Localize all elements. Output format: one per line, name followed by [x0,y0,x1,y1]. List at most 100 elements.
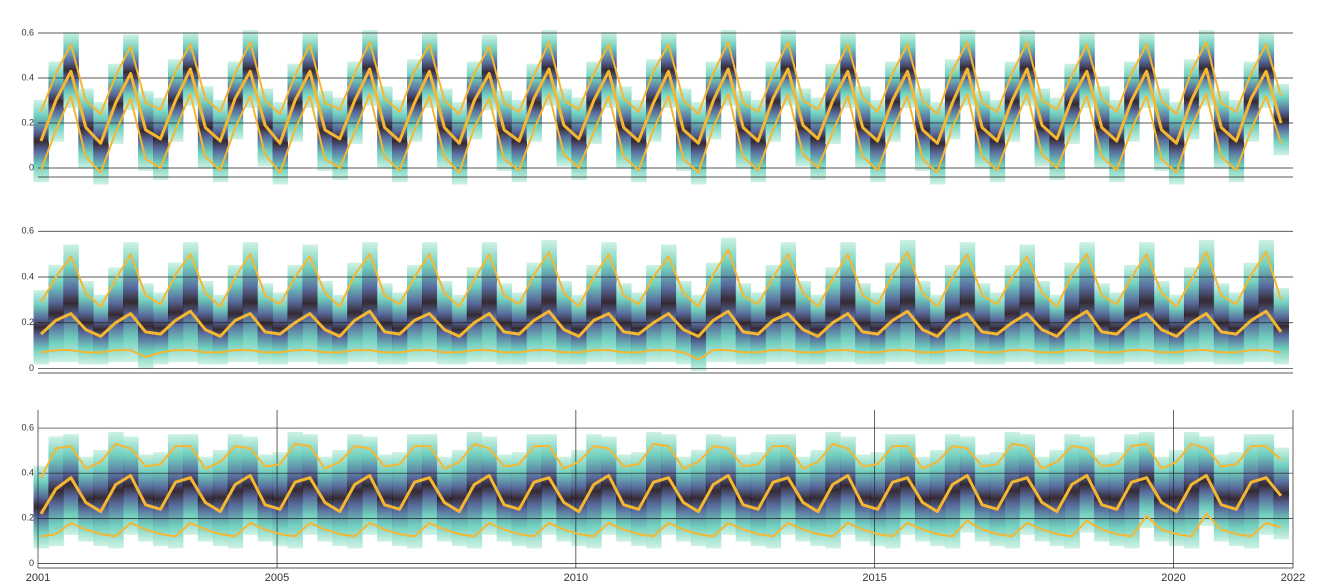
density-band [1049,294,1065,365]
density-band [1228,452,1245,547]
series-line [39,474,1283,515]
density-band [407,434,423,549]
density-band [1124,265,1140,363]
density-band [227,434,244,549]
density-band [586,434,602,549]
density-band [1198,239,1215,363]
series-line [40,92,1282,174]
density-band [855,283,871,365]
density-band [541,239,557,363]
density-band [212,294,229,365]
density-band [661,244,677,363]
density-band [347,262,363,363]
density-band [1154,456,1170,542]
density-band [1109,452,1125,547]
density-band [1004,431,1021,549]
density-band [855,454,871,542]
density-band [466,267,483,363]
series-line [40,512,1282,538]
density-band [377,283,393,365]
density-band [959,436,976,533]
density-band [631,452,647,547]
density-band [1213,283,1230,365]
y-tick-label: 0.2 [21,513,34,523]
density-band [392,452,408,547]
density-band [287,265,303,363]
y-tick-label: 0 [29,558,34,568]
y-tick-label: 0.6 [21,27,34,37]
density-band [1258,434,1275,535]
density-band [690,294,707,372]
density-band [63,244,79,363]
density-band [646,265,662,363]
density-band [690,449,707,547]
x-tick-label: 2020 [1161,572,1185,584]
y-tick-label: 0.2 [21,317,34,327]
density-band [944,265,961,363]
density-band [362,436,378,535]
density-band [1258,239,1275,363]
density-band [526,434,542,549]
x-tick-label: 2010 [564,572,588,584]
density-band [1139,242,1155,363]
density-band [556,456,572,542]
density-band [1094,454,1110,542]
series-line [40,248,1282,308]
density-band [108,267,124,363]
density-band [466,431,483,549]
density-band [1243,262,1260,363]
density-band [481,242,498,363]
density-band [272,452,289,547]
density-band [332,449,348,547]
density-band [496,454,513,542]
density-band [1064,434,1080,549]
density-band [33,290,49,365]
y-tick-label: 0.4 [21,468,34,478]
density-band [347,434,363,549]
density-band [1094,283,1110,365]
density-band [915,456,931,542]
density-band [167,434,184,549]
density-band [586,265,602,363]
density-band [885,434,901,549]
density-band [750,452,767,547]
series-line [39,309,1283,338]
density-band [481,436,498,535]
density-band [242,436,259,535]
density-band [212,449,229,547]
y-tick-label: 0.2 [21,117,34,127]
density-band [840,436,856,535]
density-band [227,265,244,363]
density-band [735,454,752,542]
density-band [257,454,274,542]
density-band [900,239,916,363]
density-band [601,242,617,363]
density-band [153,292,169,365]
density-band [765,265,782,363]
density-band [436,456,453,542]
density-band [332,294,348,365]
density-band [123,436,139,535]
density-band [616,283,632,365]
density-band [153,452,169,547]
density-band [795,456,811,542]
density-band [1183,431,1200,549]
density-band [646,431,662,549]
density-band [974,283,991,365]
density-band [362,242,378,363]
density-band [541,434,557,535]
density-band [93,449,109,547]
density-band [705,262,722,363]
density-band [242,242,259,363]
density-band [287,431,303,549]
density-band [810,449,826,547]
density-band [1019,244,1036,363]
density-band [33,465,49,549]
density-band [1198,436,1215,526]
density-band [392,292,408,365]
density-band [601,436,617,535]
density-band [1183,267,1200,363]
density-band [959,242,976,363]
density-band [929,294,946,365]
x-tick-label: 2022 [1281,572,1305,584]
